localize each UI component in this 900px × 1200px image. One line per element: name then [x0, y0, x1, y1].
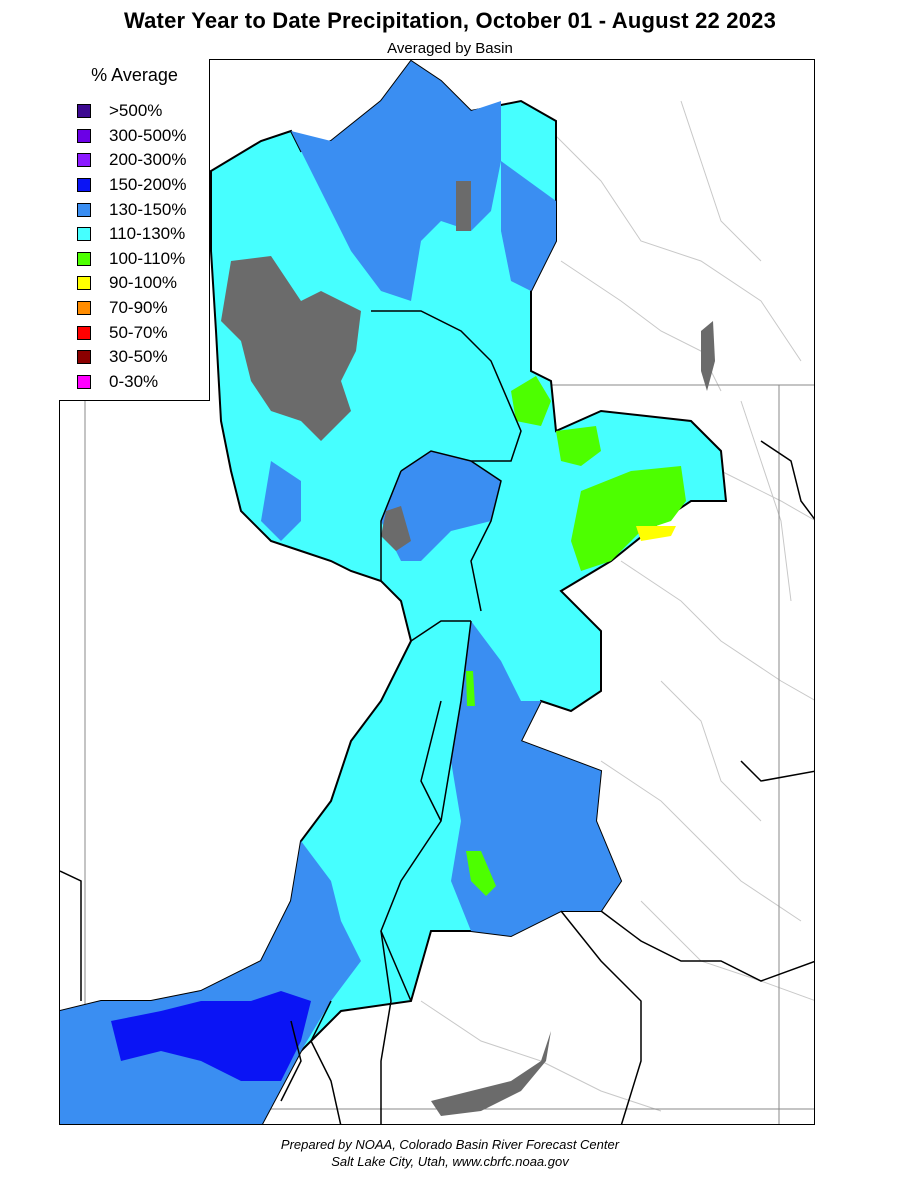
- credits: Prepared by NOAA, Colorado Basin River F…: [0, 1136, 900, 1170]
- legend-item: 300-500%: [77, 124, 187, 149]
- background-lines: [420, 100, 814, 1112]
- legend-label: 70-90%: [109, 298, 168, 318]
- missing-data-central: [381, 506, 411, 551]
- legend-list: >500% 300-500% 200-300% 150-200% 130-150…: [77, 99, 187, 394]
- legend-swatch: [77, 374, 91, 389]
- missing-data-north: [456, 181, 471, 231]
- legend-swatch: [77, 325, 91, 340]
- map-title: Water Year to Date Precipitation, Octobe…: [123, 8, 777, 33]
- legend-swatch: [77, 202, 91, 217]
- legend-swatch: [77, 178, 91, 193]
- basin-region-130-150-west: [261, 461, 301, 541]
- basin-region-100-110-north: [511, 376, 551, 426]
- reservoirs: [431, 321, 715, 1116]
- basin-region-100-110-south: [466, 851, 496, 896]
- legend-label: 50-70%: [109, 322, 168, 342]
- legend-label: 300-500%: [109, 125, 187, 145]
- credits-line-2: Salt Lake City, Utah, www.cbrfc.noaa.gov: [331, 1154, 569, 1169]
- legend-item: 150-200%: [77, 173, 187, 198]
- legend-label: 200-300%: [109, 150, 187, 170]
- legend-item: 100-110%: [77, 247, 187, 272]
- county-outlines: [60, 440, 814, 1124]
- legend-swatch: [77, 153, 91, 168]
- legend-swatch: [77, 350, 91, 365]
- legend-label: 130-150%: [109, 199, 187, 219]
- basin-boundaries: [280, 310, 522, 1124]
- legend-label: 100-110%: [109, 248, 186, 268]
- legend-item: 130-150%: [77, 197, 187, 222]
- legend-label: 90-100%: [109, 273, 178, 293]
- map-subtitle: Averaged by Basin: [387, 40, 513, 57]
- legend-item: 90-100%: [77, 271, 187, 296]
- basin-region-100-110-mid: [556, 426, 601, 466]
- basin-region-90-100: [636, 526, 676, 541]
- legend-label: >500%: [109, 101, 163, 121]
- legend-item: >500%: [77, 99, 187, 124]
- legend-swatch: [77, 301, 91, 316]
- legend-item: 30-50%: [77, 345, 187, 370]
- legend-label: 30-50%: [109, 347, 168, 367]
- legend-swatch: [77, 104, 91, 119]
- credits-line-1: Prepared by NOAA, Colorado Basin River F…: [280, 1137, 620, 1152]
- basin-region-130-150-southwest: [60, 841, 361, 1124]
- map-legend: % Average >500% 300-500% 200-300% 150-20…: [59, 59, 210, 401]
- legend-swatch: [77, 227, 91, 242]
- legend-swatch: [77, 128, 91, 143]
- basin-region-130-150-north: [291, 61, 501, 301]
- legend-title: % Average: [91, 65, 178, 85]
- basin-region-100-110-small: [466, 671, 475, 706]
- legend-item: 70-90%: [77, 296, 187, 321]
- precipitation-map: [59, 59, 815, 1125]
- basin-region-130-150-ridge: [501, 161, 556, 291]
- missing-data-west: [221, 256, 361, 441]
- basin-region-130-150-south: [451, 621, 621, 936]
- legend-label: 0-30%: [109, 371, 159, 391]
- legend-item: 50-70%: [77, 320, 187, 345]
- legend-swatch: [77, 276, 91, 291]
- legend-swatch: [77, 251, 91, 266]
- basin-region-100-110-east: [571, 466, 686, 571]
- map-canvas: [60, 60, 814, 1124]
- legend-item: 0-30%: [77, 370, 187, 395]
- legend-label: 110-130%: [109, 224, 186, 244]
- basin-region-130-150-central: [381, 451, 501, 561]
- legend-item: 110-130%: [77, 222, 187, 247]
- basin-region-150-200: [111, 991, 311, 1081]
- legend-item: 200-300%: [77, 148, 187, 173]
- legend-label: 150-200%: [109, 175, 187, 195]
